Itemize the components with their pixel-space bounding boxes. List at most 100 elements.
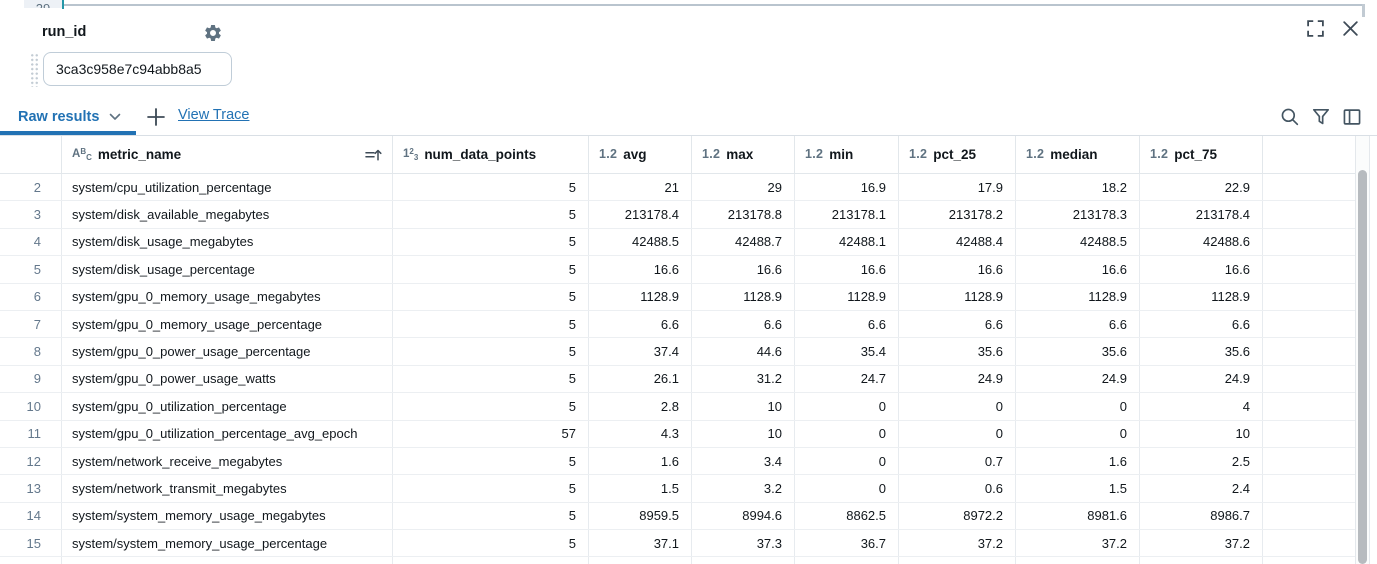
value-cell[interactable]: 24.9 bbox=[1016, 365, 1140, 393]
value-cell[interactable]: 5 bbox=[393, 228, 589, 256]
value-cell[interactable]: 29 bbox=[692, 174, 795, 201]
metric-name-cell[interactable]: system/system_memory_usage_percentage bbox=[62, 530, 393, 557]
value-cell[interactable]: 6.6 bbox=[899, 310, 1016, 338]
value-cell[interactable]: 36.7 bbox=[795, 530, 899, 557]
value-cell[interactable]: 57 bbox=[393, 420, 589, 447]
value-cell[interactable]: 17.9 bbox=[899, 174, 1016, 201]
add-tab-button[interactable] bbox=[145, 106, 167, 128]
metric-name-cell[interactable]: system/disk_usage_megabytes bbox=[62, 228, 393, 256]
value-cell[interactable]: 42488.7 bbox=[692, 228, 795, 256]
value-cell[interactable]: 0 bbox=[795, 475, 899, 502]
metric-name-cell[interactable]: system/gpu_0_utilization_percentage_avg_… bbox=[62, 420, 393, 447]
value-cell[interactable]: 5 bbox=[393, 530, 589, 557]
fullscreen-button[interactable] bbox=[1306, 19, 1325, 38]
value-cell[interactable]: 2.4 bbox=[1140, 475, 1263, 502]
value-cell[interactable]: 5 bbox=[393, 393, 589, 420]
value-cell[interactable]: 42488.4 bbox=[899, 228, 1016, 256]
value-cell[interactable]: 6.6 bbox=[1016, 310, 1140, 338]
value-cell[interactable]: 5 bbox=[393, 475, 589, 502]
metric-name-cell[interactable]: system/gpu_0_power_usage_watts bbox=[62, 365, 393, 393]
value-cell[interactable]: 0 bbox=[795, 447, 899, 475]
vertical-scrollbar-thumb[interactable] bbox=[1358, 170, 1367, 564]
row-number[interactable]: 4 bbox=[0, 228, 62, 256]
row-number[interactable]: 15 bbox=[0, 530, 62, 557]
value-cell[interactable]: 42488.6 bbox=[1140, 228, 1263, 256]
value-cell[interactable]: 22.9 bbox=[1140, 174, 1263, 201]
value-cell[interactable]: 2.5 bbox=[1140, 447, 1263, 475]
metric-name-cell[interactable]: system/network_receive_megabytes bbox=[62, 447, 393, 475]
value-cell[interactable]: 18.2 bbox=[1016, 174, 1140, 201]
row-number[interactable]: 10 bbox=[0, 393, 62, 420]
value-cell[interactable]: 5 bbox=[393, 365, 589, 393]
value-cell[interactable]: 5 bbox=[393, 174, 589, 201]
value-cell[interactable]: 37.2 bbox=[899, 530, 1016, 557]
value-cell[interactable]: 5 bbox=[393, 502, 589, 530]
value-cell[interactable]: 21 bbox=[589, 174, 692, 201]
value-cell[interactable]: 16.6 bbox=[692, 256, 795, 283]
value-cell[interactable]: 5 bbox=[393, 256, 589, 283]
row-number[interactable]: 6 bbox=[0, 283, 62, 310]
value-cell[interactable]: 213178.1 bbox=[795, 201, 899, 228]
value-cell[interactable]: 37.4 bbox=[589, 338, 692, 365]
value-cell[interactable]: 213178.8 bbox=[692, 201, 795, 228]
metric-name-cell[interactable]: system/system_memory_usage_megabytes bbox=[62, 502, 393, 530]
value-cell[interactable]: 37.3 bbox=[692, 530, 795, 557]
value-cell[interactable]: 3.2 bbox=[692, 475, 795, 502]
value-cell[interactable]: 10 bbox=[692, 393, 795, 420]
row-number[interactable]: 5 bbox=[0, 256, 62, 283]
metric-name-cell[interactable]: system/gpu_0_memory_usage_megabytes bbox=[62, 283, 393, 310]
value-cell[interactable]: 16.6 bbox=[1016, 256, 1140, 283]
value-cell[interactable]: 16.6 bbox=[1140, 256, 1263, 283]
row-number[interactable]: 13 bbox=[0, 475, 62, 502]
row-number[interactable]: 9 bbox=[0, 365, 62, 393]
value-cell[interactable]: 1.5 bbox=[1016, 475, 1140, 502]
value-cell[interactable]: 5 bbox=[393, 283, 589, 310]
value-cell[interactable]: 8994.6 bbox=[692, 502, 795, 530]
value-cell[interactable]: 0.7 bbox=[899, 447, 1016, 475]
metric-name-cell[interactable]: system/network_transmit_megabytes bbox=[62, 475, 393, 502]
metric-name-cell[interactable]: system/disk_available_megabytes bbox=[62, 201, 393, 228]
value-cell[interactable]: 6.6 bbox=[589, 310, 692, 338]
filter-button[interactable] bbox=[1311, 107, 1331, 127]
row-number[interactable]: 2 bbox=[0, 174, 62, 201]
settings-button[interactable] bbox=[203, 23, 223, 43]
value-cell[interactable]: 35.6 bbox=[1016, 338, 1140, 365]
value-cell[interactable]: 8959.5 bbox=[589, 502, 692, 530]
column-header-pct_75[interactable]: 1.2 pct_75 bbox=[1140, 136, 1263, 173]
value-cell[interactable]: 42488.5 bbox=[1016, 228, 1140, 256]
search-button[interactable] bbox=[1280, 107, 1300, 127]
drag-handle[interactable] bbox=[30, 53, 40, 87]
row-number[interactable]: 11 bbox=[0, 420, 62, 447]
value-cell[interactable]: 0 bbox=[899, 393, 1016, 420]
tab-raw-results[interactable]: Raw results bbox=[18, 99, 121, 135]
value-cell[interactable]: 213178.2 bbox=[899, 201, 1016, 228]
value-cell[interactable]: 16.6 bbox=[795, 256, 899, 283]
value-cell[interactable]: 44.6 bbox=[692, 338, 795, 365]
value-cell[interactable]: 42488.1 bbox=[795, 228, 899, 256]
run-id-input[interactable] bbox=[43, 52, 232, 86]
row-number[interactable]: 3 bbox=[0, 201, 62, 228]
value-cell[interactable]: 35.4 bbox=[795, 338, 899, 365]
metric-name-cell[interactable]: system/gpu_0_utilization_percentage bbox=[62, 393, 393, 420]
value-cell[interactable]: 10 bbox=[692, 420, 795, 447]
value-cell[interactable]: 1128.9 bbox=[1140, 283, 1263, 310]
metric-name-cell[interactable]: system/disk_usage_percentage bbox=[62, 256, 393, 283]
column-header-metric_name[interactable]: A B C metric_name bbox=[62, 136, 393, 173]
value-cell[interactable]: 24.7 bbox=[795, 365, 899, 393]
value-cell[interactable]: 6.6 bbox=[1140, 310, 1263, 338]
value-cell[interactable]: 0 bbox=[1016, 393, 1140, 420]
value-cell[interactable]: 8862.5 bbox=[795, 502, 899, 530]
value-cell[interactable]: 24.9 bbox=[899, 365, 1016, 393]
value-cell[interactable]: 5 bbox=[393, 201, 589, 228]
side-panel-button[interactable] bbox=[1342, 107, 1362, 127]
column-header-num_data_points[interactable]: 1 2 3 num_data_points bbox=[393, 136, 589, 173]
value-cell[interactable]: 1128.9 bbox=[899, 283, 1016, 310]
value-cell[interactable]: 37.2 bbox=[1140, 530, 1263, 557]
row-number[interactable]: 14 bbox=[0, 502, 62, 530]
value-cell[interactable]: 1.6 bbox=[1016, 447, 1140, 475]
value-cell[interactable]: 42488.5 bbox=[589, 228, 692, 256]
value-cell[interactable]: 35.6 bbox=[899, 338, 1016, 365]
value-cell[interactable]: 1128.9 bbox=[1016, 283, 1140, 310]
value-cell[interactable]: 8986.7 bbox=[1140, 502, 1263, 530]
value-cell[interactable]: 4.3 bbox=[589, 420, 692, 447]
